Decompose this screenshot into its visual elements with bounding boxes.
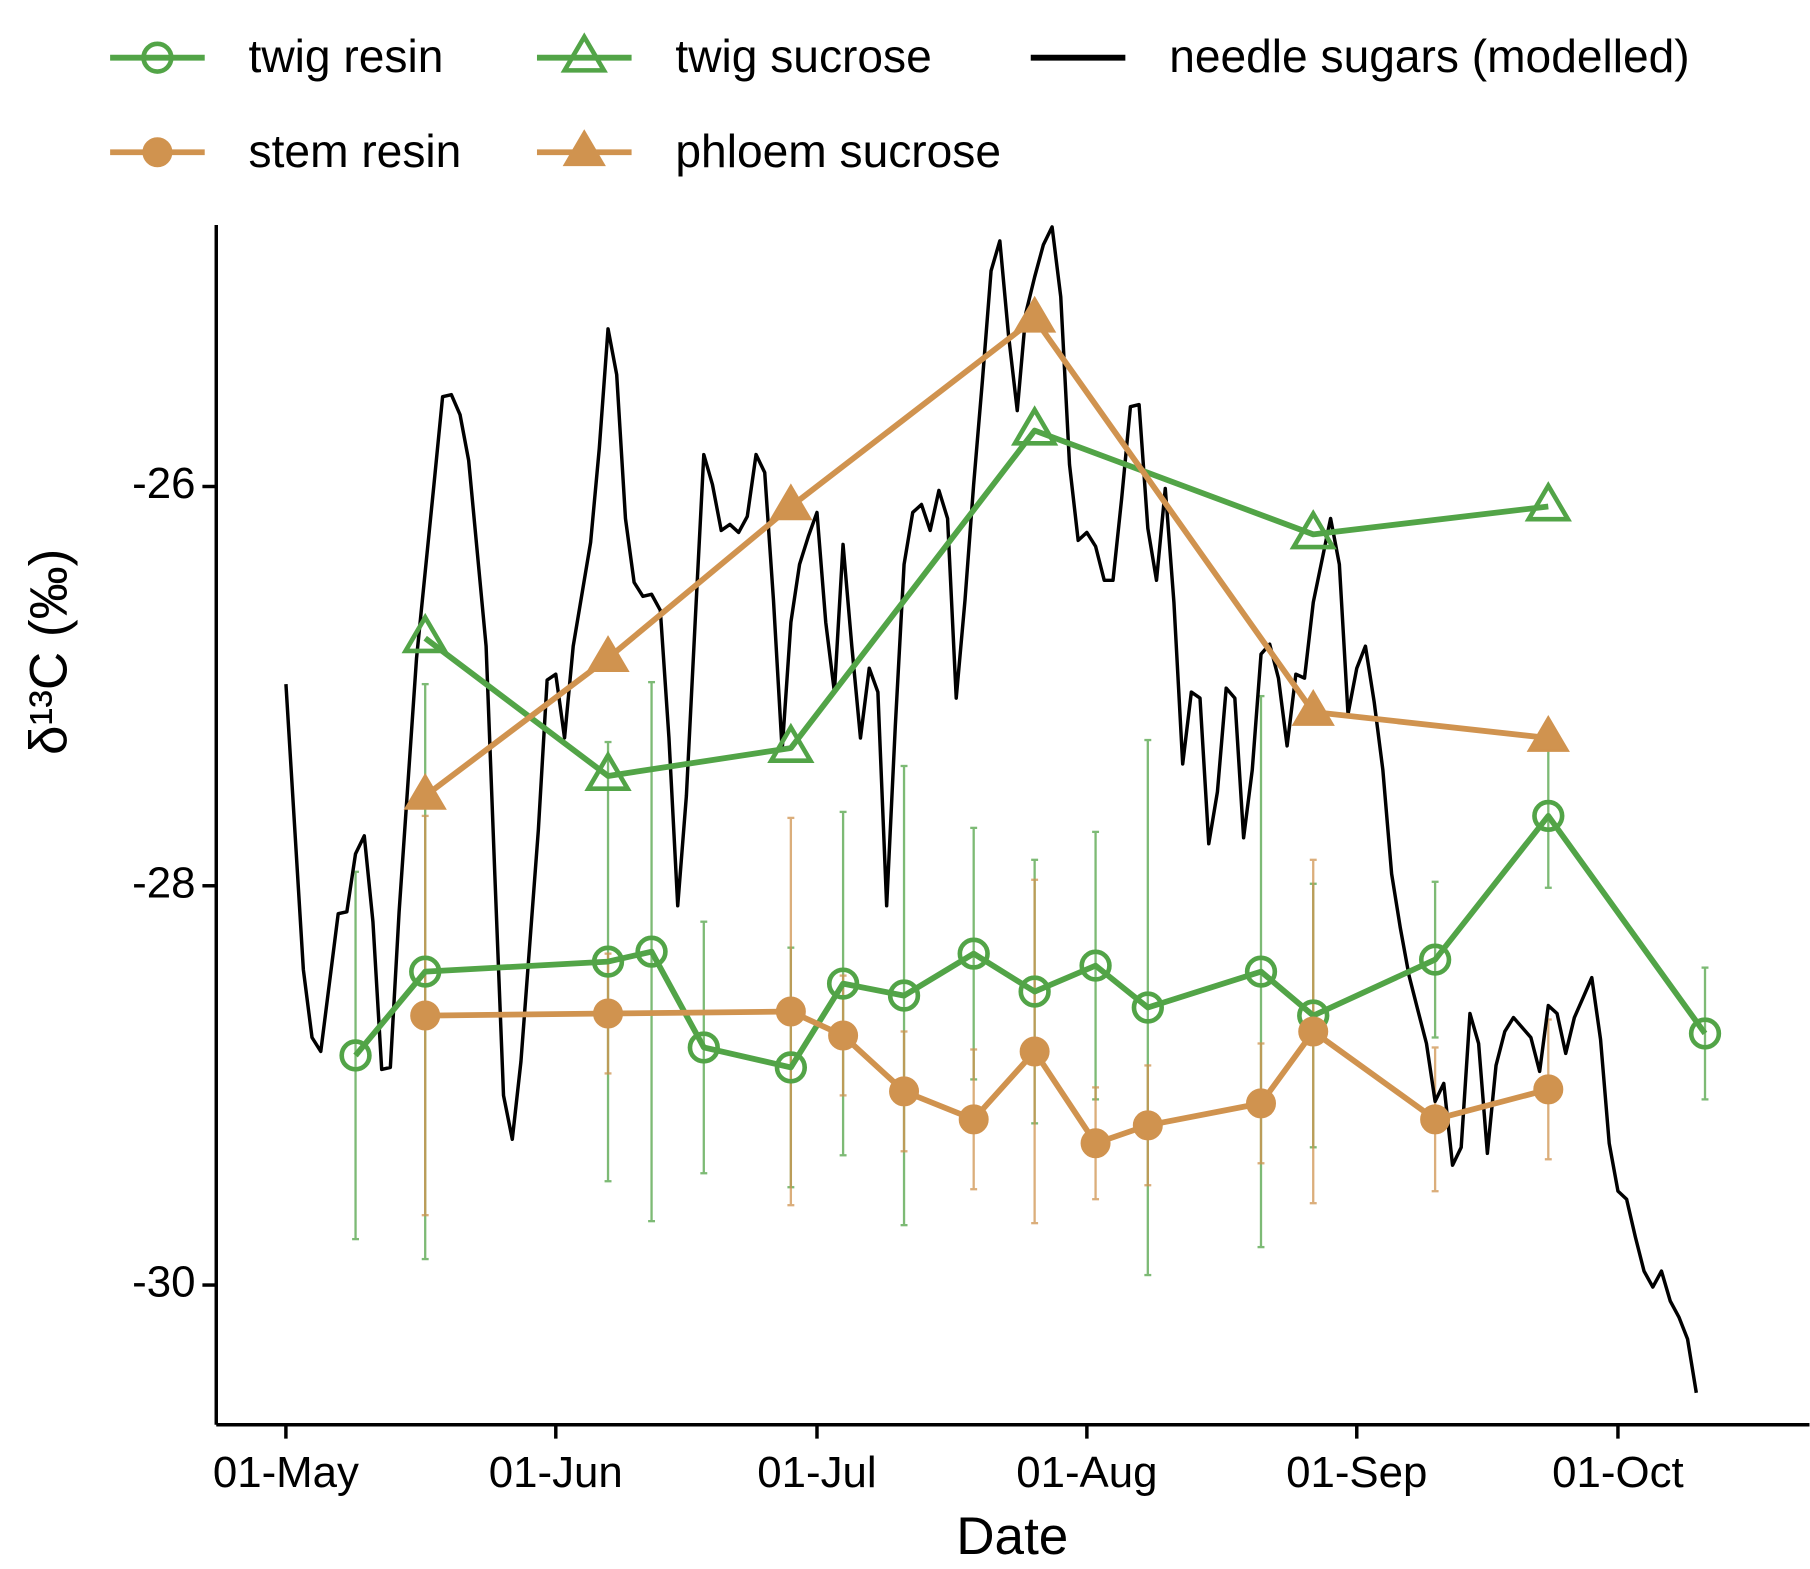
series-line bbox=[423, 315, 1549, 799]
x-tick-label: 01-Aug bbox=[1016, 1448, 1157, 1497]
marker bbox=[1298, 1016, 1329, 1047]
legend-entry: needle sugars (modelled) bbox=[1030, 30, 1690, 82]
marker bbox=[774, 1051, 808, 1084]
series-line bbox=[353, 812, 1708, 1071]
marker bbox=[1132, 1110, 1163, 1141]
y-tick-label: -26 bbox=[132, 459, 195, 508]
marker bbox=[410, 1000, 441, 1031]
error-bar bbox=[1701, 966, 1709, 1101]
marker bbox=[1019, 1036, 1050, 1067]
marker bbox=[635, 935, 668, 968]
marker bbox=[1010, 405, 1059, 446]
marker bbox=[1018, 975, 1051, 1008]
marker bbox=[586, 635, 630, 673]
marker bbox=[1289, 509, 1337, 550]
marker bbox=[141, 41, 174, 74]
x-tick-label: 01-Sep bbox=[1286, 1448, 1427, 1497]
marker bbox=[1080, 1128, 1111, 1159]
x-tick-label: 01-Jul bbox=[757, 1448, 876, 1497]
marker bbox=[409, 955, 442, 988]
marker bbox=[826, 967, 860, 1000]
x-tick-label: 01-Oct bbox=[1552, 1448, 1684, 1497]
marker bbox=[142, 137, 173, 168]
legend-entry: twig resin bbox=[110, 30, 443, 82]
marker bbox=[1418, 943, 1452, 976]
x-tick-label: 01-Jun bbox=[489, 1448, 623, 1497]
marker bbox=[1524, 481, 1572, 522]
marker bbox=[1013, 295, 1057, 333]
legend-label: needle sugars (modelled) bbox=[1169, 30, 1689, 82]
legend-entry: twig sucrose bbox=[536, 30, 932, 82]
marker bbox=[1291, 689, 1335, 726]
marker bbox=[593, 998, 624, 1029]
marker bbox=[1420, 1104, 1451, 1135]
marker bbox=[1245, 1088, 1276, 1119]
legend-entry: stem resin bbox=[110, 125, 461, 177]
marker bbox=[562, 129, 606, 167]
marker bbox=[1688, 1017, 1722, 1050]
marker bbox=[1533, 1074, 1564, 1105]
y-tick-label: -28 bbox=[132, 858, 195, 907]
legend-label: twig sucrose bbox=[675, 30, 931, 82]
marker bbox=[1532, 799, 1565, 833]
y-tick-label: -30 bbox=[132, 1258, 195, 1307]
marker bbox=[958, 1104, 989, 1135]
marker bbox=[339, 1039, 372, 1072]
marker bbox=[584, 750, 632, 791]
marker bbox=[687, 1031, 720, 1064]
series-line bbox=[284, 225, 1699, 1394]
marker bbox=[591, 945, 625, 978]
marker bbox=[560, 32, 608, 73]
series-line bbox=[423, 427, 1549, 779]
marker bbox=[828, 1020, 859, 1051]
marker bbox=[1079, 949, 1112, 982]
marker bbox=[775, 996, 806, 1027]
marker bbox=[401, 612, 449, 654]
legend-label: phloem sucrose bbox=[675, 125, 1001, 177]
marker bbox=[957, 937, 990, 970]
marker bbox=[887, 979, 921, 1012]
marker bbox=[767, 722, 815, 764]
marker bbox=[403, 772, 447, 810]
x-tick-label: 01-May bbox=[213, 1448, 359, 1497]
y-axis-title: δ¹³C (‰) bbox=[19, 549, 78, 755]
legend-label: twig resin bbox=[249, 30, 444, 82]
marker bbox=[1131, 991, 1164, 1024]
marker bbox=[769, 483, 813, 521]
marker bbox=[889, 1076, 920, 1107]
marker bbox=[1526, 714, 1570, 752]
marker bbox=[1244, 955, 1278, 988]
legend-label: stem resin bbox=[249, 125, 462, 177]
x-axis-title: Date bbox=[956, 1507, 1068, 1566]
legend-entry: phloem sucrose bbox=[536, 125, 1001, 177]
